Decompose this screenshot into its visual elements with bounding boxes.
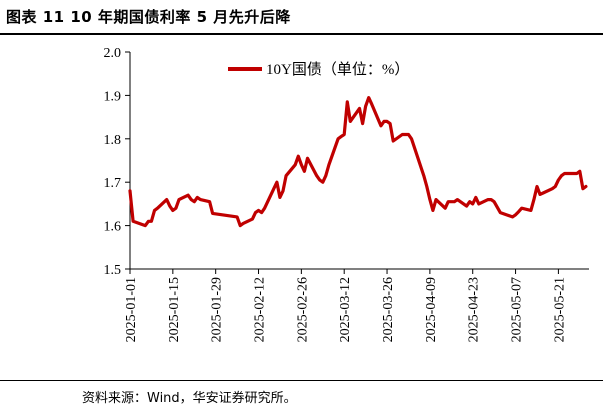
source-note: 资料来源：Wind，华安证券研究所。 (82, 391, 297, 406)
x-tick-label: 2025-01-29 (210, 277, 225, 342)
x-tick-label: 2025-04-23 (467, 277, 482, 342)
y-tick-label: 1.9 (104, 89, 122, 104)
line-chart: 1.51.61.71.81.92.0 2025-01-01 2025-01-15 2… (104, 46, 589, 342)
x-tick-label: 2025-01-01 (124, 277, 139, 342)
x-axis-ticks: 2025-01-01 2025-01-15 2025-01-29 2025-02-12… (124, 269, 567, 342)
x-tick-label: 2025-01-15 (167, 277, 182, 342)
legend-label: 10Y国债（单位：%） (266, 61, 409, 78)
x-tick-label: 2025-02-26 (295, 277, 310, 342)
source-divider (0, 380, 603, 381)
y-tick-label: 1.5 (104, 263, 122, 278)
y-tick-label: 1.7 (104, 176, 122, 191)
y-tick-label: 1.6 (104, 220, 122, 235)
series-line-10y (128, 95, 588, 228)
x-tick-label: 2025-03-12 (338, 277, 353, 342)
chart-axes (129, 52, 589, 270)
series-group (128, 95, 588, 228)
x-tick-label: 2025-04-09 (424, 277, 439, 342)
x-tick-label: 2025-05-21 (552, 277, 567, 342)
x-tick-label: 2025-05-07 (510, 277, 525, 342)
legend: 10Y国债（单位：%） (228, 61, 409, 78)
x-tick-label: 2025-03-26 (381, 277, 396, 342)
figure-title: 图表 11 10 年期国债利率 5 月先升后降 (6, 8, 291, 26)
y-tick-label: 1.8 (104, 133, 122, 148)
title-divider (0, 33, 603, 35)
y-axis-ticks: 1.5 1.6 1.7 1.8 1.9 2.0 (104, 46, 130, 278)
x-tick-label: 2025-02-12 (253, 277, 268, 342)
y-tick-label: 2.0 (104, 46, 122, 61)
